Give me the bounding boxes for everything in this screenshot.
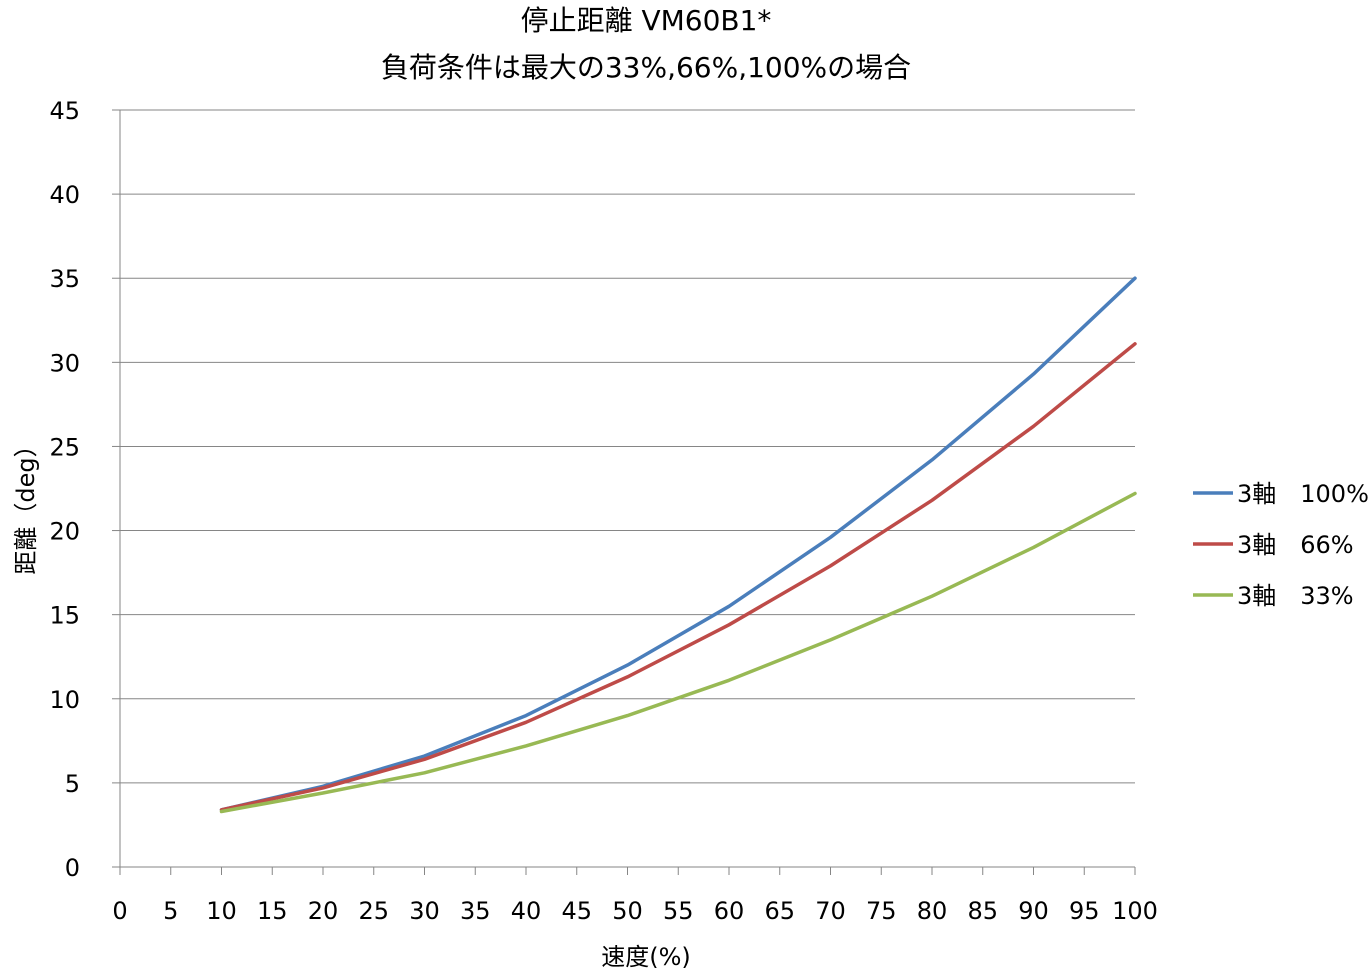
x-tick-label: 40: [511, 897, 542, 925]
y-axis-label: 距離（deg）: [12, 433, 40, 574]
grid-lines: [120, 109, 1135, 784]
x-tick-label: 95: [1069, 897, 1100, 925]
x-tick-label: 65: [764, 897, 795, 925]
series-line-1: [219, 342, 1137, 812]
legend-label: 3軸 100%: [1237, 480, 1368, 508]
series-line-2: [219, 491, 1137, 814]
series-lines: [219, 276, 1137, 814]
y-tick-label: 5: [65, 770, 80, 798]
series-line-0: [219, 276, 1137, 812]
x-tick-label: 90: [1018, 897, 1049, 925]
chart-title-line1: 停止距離 VM60B1*: [521, 4, 772, 37]
legend-label: 3軸 33%: [1237, 582, 1354, 610]
axes: 0 5 10 15 20 25 30 35 40 45 0 5 10 15 20 25 30 35 40 45 50 55…: [49, 97, 1157, 925]
x-tick-label: 50: [612, 897, 643, 925]
x-tick-label: 20: [308, 897, 339, 925]
y-tick-label: 40: [49, 181, 80, 209]
x-tick-label: 100: [1112, 897, 1158, 925]
x-tick-label: 10: [206, 897, 237, 925]
y-tick-label: 35: [49, 265, 80, 293]
y-tick-label: 45: [49, 97, 80, 125]
x-tick-label: 55: [663, 897, 694, 925]
x-tick-label: 80: [917, 897, 948, 925]
x-tick-label: 75: [866, 897, 897, 925]
x-tick-label: 25: [358, 897, 389, 925]
x-tick-label: 70: [815, 897, 846, 925]
y-tick-label: 20: [49, 518, 80, 546]
x-tick-label: 85: [967, 897, 998, 925]
legend: 3軸 100% 3軸 66% 3軸 33%: [1193, 480, 1368, 610]
x-axis-label: 速度(%): [601, 943, 691, 971]
x-tick-label: 35: [460, 897, 491, 925]
y-tick-label: 15: [49, 602, 80, 630]
x-tick-label: 5: [163, 897, 178, 925]
x-tick-label: 60: [714, 897, 745, 925]
y-tick-label: 25: [49, 433, 80, 461]
chart-title-line2: 負荷条件は最大の33%,66%,100%の場合: [381, 51, 911, 84]
y-tick-label: 30: [49, 349, 80, 377]
x-tick-label: 0: [112, 897, 127, 925]
legend-label: 3軸 66%: [1237, 531, 1354, 559]
x-tick-label: 30: [409, 897, 440, 925]
y-tick-label: 0: [65, 854, 80, 882]
x-tick-label: 45: [561, 897, 592, 925]
x-tick-label: 15: [257, 897, 288, 925]
y-tick-label: 10: [49, 686, 80, 714]
